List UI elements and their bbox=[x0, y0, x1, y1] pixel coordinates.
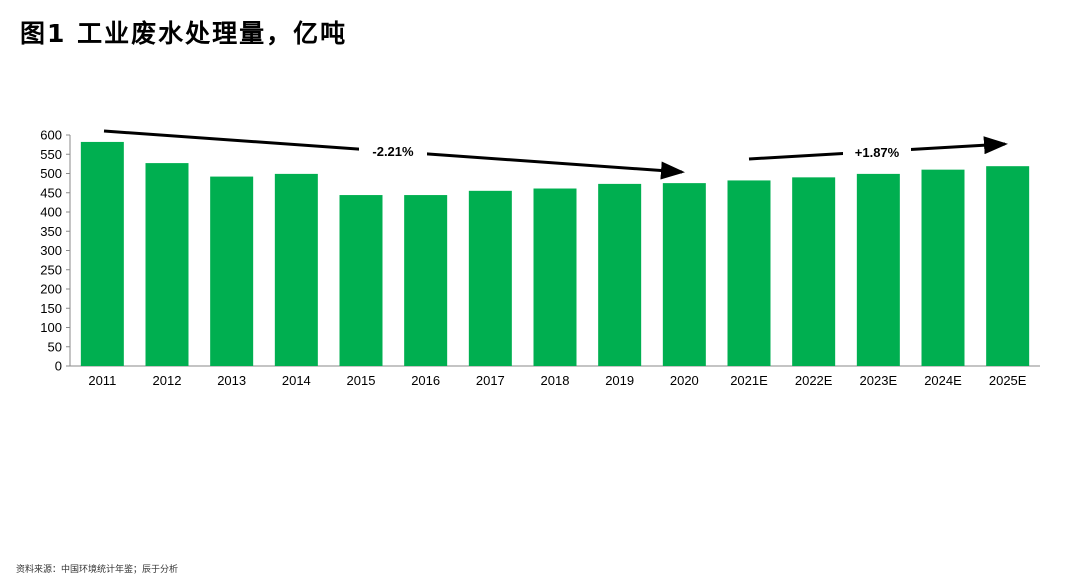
x-tick-label: 2021E bbox=[730, 373, 768, 388]
x-tick-label: 2016 bbox=[411, 373, 440, 388]
x-tick-label: 2019 bbox=[605, 373, 634, 388]
bar-2018 bbox=[533, 188, 577, 366]
bar-2016 bbox=[404, 195, 448, 366]
y-tick-label: 550 bbox=[40, 147, 62, 162]
x-tick-label: 2014 bbox=[282, 373, 311, 388]
x-tick-label: 2015 bbox=[347, 373, 376, 388]
x-tick-label: 2018 bbox=[541, 373, 570, 388]
bar-2023E bbox=[856, 173, 900, 366]
y-tick-label: 100 bbox=[40, 320, 62, 335]
bar-2015 bbox=[339, 195, 383, 366]
bar-2013 bbox=[210, 176, 254, 366]
source-note: 资料来源：中国环境统计年鉴；辰于分析 bbox=[16, 565, 179, 575]
x-tick-label: 2023E bbox=[860, 373, 898, 388]
trend-label-bg bbox=[359, 143, 427, 161]
x-tick-label: 2012 bbox=[153, 373, 182, 388]
y-tick-label: 150 bbox=[40, 301, 62, 316]
y-tick-label: 0 bbox=[55, 359, 62, 374]
y-tick-label: 400 bbox=[40, 205, 62, 220]
x-tick-label: 2020 bbox=[670, 373, 699, 388]
x-tick-label: 2022E bbox=[795, 373, 833, 388]
bar-2017 bbox=[468, 190, 512, 366]
bar-2021E bbox=[727, 180, 771, 366]
y-tick-label: 50 bbox=[48, 339, 62, 354]
bar-2025E bbox=[986, 166, 1030, 366]
y-tick-label: 250 bbox=[40, 262, 62, 277]
y-tick-label: 600 bbox=[40, 128, 62, 143]
trend-label-bg bbox=[843, 144, 911, 162]
x-tick-label: 2013 bbox=[217, 373, 246, 388]
bar-2012 bbox=[145, 163, 189, 366]
y-tick-label: 350 bbox=[40, 224, 62, 239]
y-tick-label: 500 bbox=[40, 166, 62, 181]
x-tick-label: 2025E bbox=[989, 373, 1027, 388]
chart-title: 图1 工业废水处理量，亿吨 bbox=[20, 19, 348, 48]
x-tick-label: 2024E bbox=[924, 373, 962, 388]
bar-2011 bbox=[80, 141, 124, 366]
x-tick-label: 2011 bbox=[88, 373, 116, 388]
bar-2019 bbox=[598, 183, 642, 366]
bar-2020 bbox=[662, 183, 706, 366]
bar-2022E bbox=[792, 177, 836, 366]
bar-2024E bbox=[921, 169, 965, 366]
y-tick-label: 200 bbox=[40, 282, 62, 297]
trend-label: -2.21% bbox=[372, 144, 414, 159]
bar-2014 bbox=[274, 173, 318, 366]
trend-label: +1.87% bbox=[855, 145, 900, 160]
y-tick-label: 300 bbox=[40, 243, 62, 258]
y-tick-label: 450 bbox=[40, 185, 62, 200]
x-tick-label: 2017 bbox=[476, 373, 505, 388]
